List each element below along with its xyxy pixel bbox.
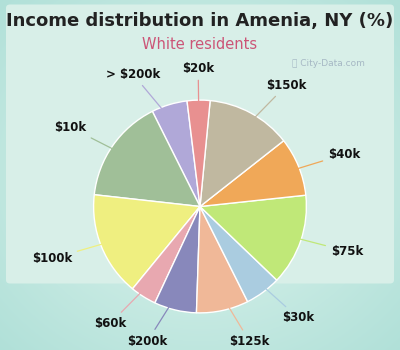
Text: White residents: White residents (142, 37, 258, 52)
Wedge shape (132, 206, 200, 303)
Text: $100k: $100k (32, 239, 118, 265)
Wedge shape (200, 100, 284, 206)
Wedge shape (200, 195, 306, 280)
Wedge shape (200, 206, 277, 302)
Text: $10k: $10k (54, 121, 128, 156)
Wedge shape (94, 195, 200, 289)
Text: $150k: $150k (243, 79, 307, 130)
Text: $40k: $40k (282, 148, 360, 174)
Wedge shape (200, 141, 306, 206)
Wedge shape (196, 206, 248, 313)
Text: $75k: $75k (283, 235, 363, 258)
Text: $20k: $20k (182, 62, 214, 119)
Wedge shape (155, 206, 200, 313)
Text: $60k: $60k (94, 280, 153, 330)
Text: > $200k: > $200k (106, 68, 174, 123)
Text: Income distribution in Amenia, NY (%): Income distribution in Amenia, NY (%) (6, 12, 394, 30)
Text: ⓘ City-Data.com: ⓘ City-Data.com (292, 58, 365, 68)
Text: $200k: $200k (128, 292, 179, 348)
Wedge shape (94, 111, 200, 206)
Wedge shape (187, 100, 210, 206)
Text: $30k: $30k (252, 277, 314, 324)
Wedge shape (152, 101, 200, 206)
Text: $125k: $125k (220, 292, 270, 348)
